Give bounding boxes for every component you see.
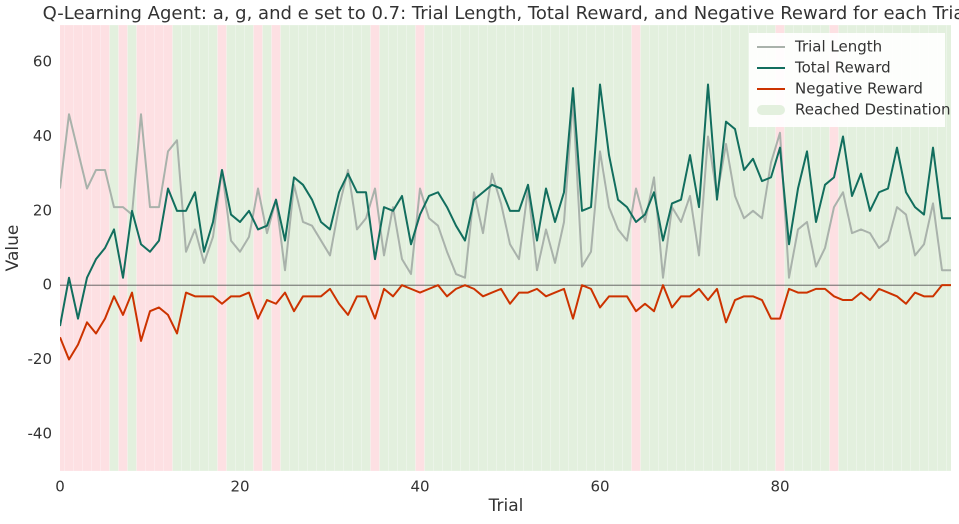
reached-band (487, 25, 497, 471)
reached-band (622, 25, 632, 471)
legend: Trial Length Total Reward Negative Reward R… (749, 33, 951, 127)
reached-band (298, 25, 308, 471)
legend-label: Negative Reward (795, 80, 923, 98)
reached-band (271, 25, 281, 471)
reached-band (523, 25, 533, 471)
x-tick-label: 80 (770, 478, 789, 496)
reached-band (721, 25, 731, 471)
chart-title: Q-Learning Agent: a, g, and e set to 0.7… (43, 3, 959, 24)
reached-band (451, 25, 461, 471)
reached-band (253, 25, 263, 471)
reached-band (325, 25, 335, 471)
reached-band (73, 25, 83, 471)
y-tick-label: 20 (33, 201, 52, 219)
reached-band (352, 25, 362, 471)
reached-band (946, 25, 951, 471)
reached-band (514, 25, 524, 471)
reached-band (685, 25, 695, 471)
reached-band (82, 25, 92, 471)
reached-band (307, 25, 317, 471)
reached-band (60, 25, 65, 471)
y-axis-label: Value (3, 225, 23, 272)
legend-swatch (757, 105, 785, 115)
reached-band (388, 25, 398, 471)
reached-band (469, 25, 479, 471)
reached-band (667, 25, 677, 471)
reached-band (217, 25, 227, 471)
reached-band (370, 25, 380, 471)
reached-band (172, 25, 182, 471)
reached-band (496, 25, 506, 471)
reached-band (613, 25, 623, 471)
legend-label: Trial Length (794, 38, 882, 56)
series-line (60, 98, 951, 279)
series-line (60, 83, 951, 327)
x-axis-label: Trial (488, 496, 524, 516)
x-tick-label: 20 (230, 478, 249, 496)
series-line (60, 284, 951, 361)
reached-band (361, 25, 371, 471)
reached-band (163, 25, 173, 471)
reached-band (478, 25, 488, 471)
reached-band (334, 25, 344, 471)
reached-band (433, 25, 443, 471)
reached-band (226, 25, 236, 471)
reached-band (676, 25, 686, 471)
reached-band (442, 25, 452, 471)
reached-band (289, 25, 299, 471)
x-tick-label: 40 (410, 478, 429, 496)
legend-label: Total Reward (794, 59, 891, 77)
reached-band (190, 25, 200, 471)
y-tick-label: -40 (28, 424, 53, 442)
y-tick-label: 40 (33, 127, 52, 145)
y-tick-label: -20 (28, 350, 53, 368)
reached-band (604, 25, 614, 471)
reached-band (559, 25, 569, 471)
y-tick-label: 60 (33, 53, 52, 71)
legend-label: Reached Destination (795, 101, 951, 119)
reached-band (730, 25, 740, 471)
reached-band (712, 25, 722, 471)
x-tick-label: 60 (590, 478, 609, 496)
reached-band (424, 25, 434, 471)
reached-band (127, 25, 137, 471)
reached-band (397, 25, 407, 471)
reached-band (244, 25, 254, 471)
reached-band (631, 25, 641, 471)
x-tick-label: 0 (55, 478, 65, 496)
reached-band (649, 25, 659, 471)
reached-band (154, 25, 164, 471)
reached-band (640, 25, 650, 471)
reached-band (415, 25, 425, 471)
reached-band (64, 25, 74, 471)
y-tick-label: 0 (42, 276, 52, 294)
reached-band (262, 25, 272, 471)
reached-band (316, 25, 326, 471)
reached-band (91, 25, 101, 471)
reached-band (739, 25, 749, 471)
reached-band (343, 25, 353, 471)
